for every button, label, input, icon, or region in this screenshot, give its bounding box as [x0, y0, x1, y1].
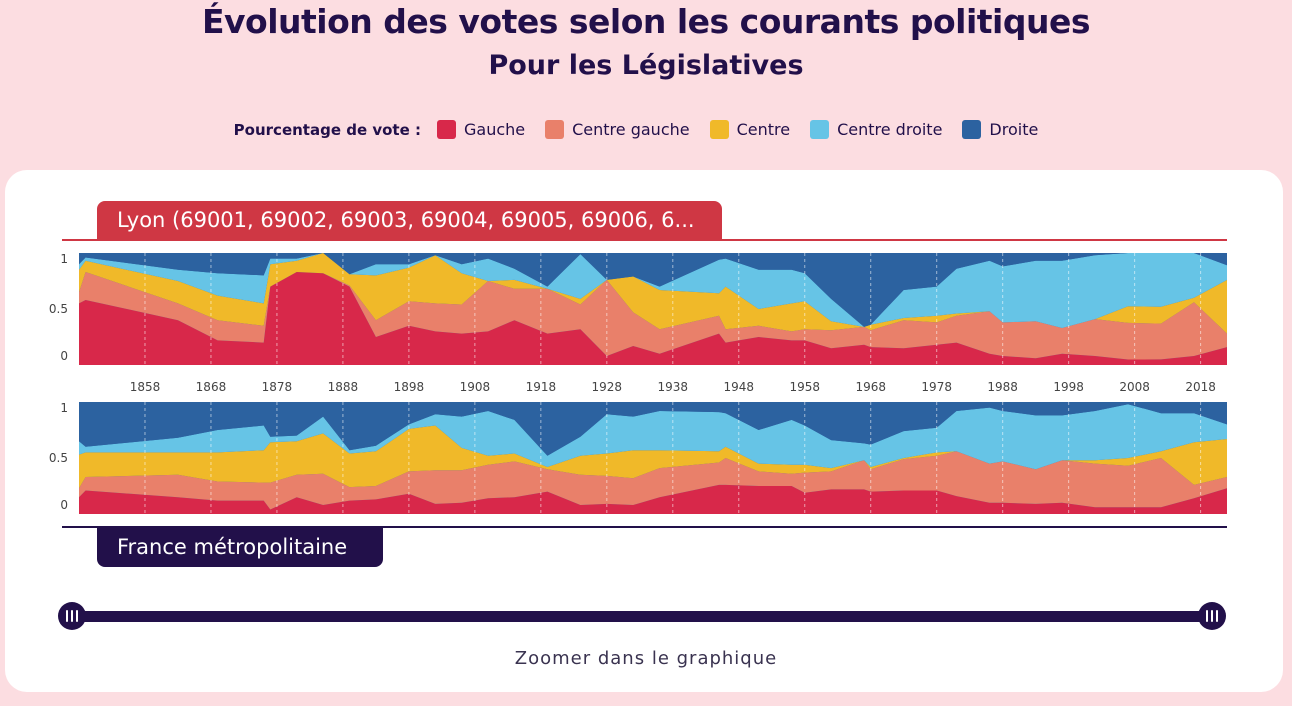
legend-swatch-centre — [709, 120, 729, 139]
y-tick-label: 1 — [60, 401, 68, 415]
x-tick-label-1878: 1878 — [262, 380, 293, 394]
area-plot-0 — [79, 253, 1227, 365]
legend-swatch-centre-gauche — [545, 120, 565, 139]
legend-swatch-centre-droite — [810, 120, 830, 139]
zoom-slider-right-handle[interactable] — [1198, 602, 1226, 630]
area-centre-0[interactable] — [79, 253, 1227, 334]
x-tick-label-1958: 1958 — [789, 380, 820, 394]
y-tick-label: 0 — [60, 498, 68, 512]
area-centre-droite-1[interactable] — [79, 404, 1227, 470]
legend-item-gauche[interactable]: Gauche — [437, 120, 525, 139]
chart-subtitle: Pour les Législatives — [488, 50, 804, 81]
zoom-slider-track[interactable] — [72, 611, 1212, 622]
grip-icon — [1206, 610, 1218, 622]
area-centre-gauche-0[interactable] — [79, 272, 1227, 360]
area-centre-1[interactable] — [79, 425, 1227, 489]
x-tick-label-1908: 1908 — [460, 380, 491, 394]
legend-item-centre-gauche[interactable]: Centre gauche — [545, 120, 690, 139]
top-chart-rule — [62, 239, 1227, 241]
x-tick-label-2008: 2008 — [1119, 380, 1150, 394]
legend-label-centre-gauche: Centre gauche — [572, 120, 690, 139]
area-gauche-1[interactable] — [79, 484, 1227, 514]
chart-title: Évolution des votes selon les courants p… — [202, 2, 1091, 41]
zoom-hint: Zoomer dans le graphique — [514, 648, 778, 669]
legend: Pourcentage de vote : Gauche Centre gauc… — [0, 120, 1292, 139]
x-tick-label-1978: 1978 — [921, 380, 952, 394]
legend-swatch-gauche — [437, 120, 456, 139]
area-centre-droite-0[interactable] — [79, 253, 1227, 328]
legend-label-centre: Centre — [736, 120, 791, 139]
y-tick-label: 0.5 — [49, 302, 68, 316]
area-gauche-0[interactable] — [79, 272, 1227, 365]
x-tick-label-1868: 1868 — [196, 380, 227, 394]
x-tick-label-1898: 1898 — [394, 380, 425, 394]
legend-item-centre-droite[interactable]: Centre droite — [810, 120, 942, 139]
area-plot-1 — [79, 402, 1227, 514]
x-tick-label-2018: 2018 — [1185, 380, 1216, 394]
legend-swatch-droite — [962, 120, 982, 139]
bottom-chart-rule — [62, 526, 1227, 528]
x-tick-label-1888: 1888 — [328, 380, 359, 394]
area-droite-0[interactable] — [79, 253, 1227, 327]
x-tick-label-1918: 1918 — [526, 380, 557, 394]
area-droite-1[interactable] — [79, 402, 1227, 456]
x-tick-label-1998: 1998 — [1053, 380, 1084, 394]
legend-label-centre-droite: Centre droite — [837, 120, 943, 139]
legend-title: Pourcentage de vote : — [233, 120, 421, 139]
territory-tab-lyon[interactable]: Lyon (69001, 69002, 69003, 69004, 69005,… — [97, 201, 722, 240]
zoom-slider-left-handle[interactable] — [58, 602, 86, 630]
grip-icon — [66, 610, 78, 622]
x-tick-label-1928: 1928 — [592, 380, 623, 394]
x-tick-label-1938: 1938 — [658, 380, 689, 394]
legend-label-gauche: Gauche — [464, 120, 526, 139]
x-tick-label-1988: 1988 — [987, 380, 1018, 394]
x-tick-label-1948: 1948 — [723, 380, 754, 394]
legend-item-centre[interactable]: Centre — [709, 120, 791, 139]
territory-tab-france[interactable]: France métropolitaine — [97, 528, 383, 567]
legend-label-droite: Droite — [989, 120, 1039, 139]
x-tick-label-1858: 1858 — [130, 380, 161, 394]
y-tick-label: 0 — [60, 349, 68, 363]
area-centre-gauche-1[interactable] — [79, 451, 1227, 510]
legend-item-droite[interactable]: Droite — [962, 120, 1038, 139]
y-tick-label: 0.5 — [49, 451, 68, 465]
y-tick-label: 1 — [60, 252, 68, 266]
x-tick-label-1968: 1968 — [855, 380, 886, 394]
